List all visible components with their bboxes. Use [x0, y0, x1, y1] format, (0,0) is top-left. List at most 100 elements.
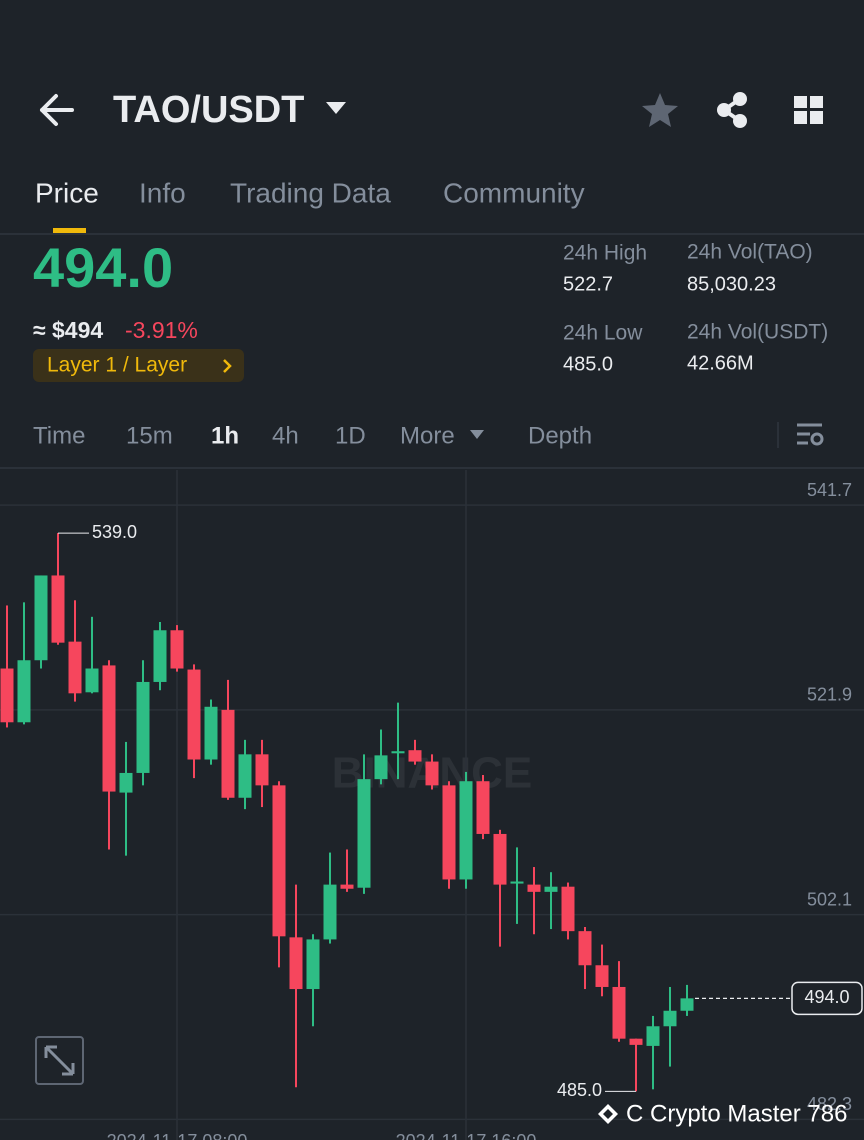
candle-body	[663, 1010, 677, 1027]
x-tick-label: 2024-11-17 08:00	[107, 1131, 248, 1140]
low-marker-label: 485.0	[557, 1080, 602, 1100]
favorite-icon[interactable]	[642, 93, 678, 127]
last-price-box	[791, 981, 863, 1016]
interval-tab[interactable]: 4h	[272, 422, 299, 449]
expand-button[interactable]	[35, 1036, 84, 1085]
grid-menu-icon[interactable]	[794, 96, 823, 124]
candle-body	[561, 886, 575, 932]
candle-body	[391, 751, 405, 754]
pair-title[interactable]: TAO/USDT	[113, 89, 304, 131]
candle-body	[102, 665, 116, 792]
overlay-logo	[598, 1104, 618, 1124]
share-dot	[717, 103, 731, 117]
interval-tab[interactable]: 1h	[211, 422, 239, 449]
candle-body	[17, 660, 31, 723]
candle-body	[187, 669, 201, 760]
icon-gear	[810, 432, 824, 446]
menu-cell	[810, 96, 823, 108]
stat-label: 24h Low	[563, 322, 643, 345]
tab[interactable]: Community	[443, 177, 585, 208]
candle-body	[442, 785, 456, 880]
candle-body	[578, 931, 592, 966]
menu-cell	[810, 111, 823, 124]
candle-body	[374, 755, 388, 780]
overlay-mark: C Crypto Master 786	[598, 1100, 847, 1127]
high-marker-label: 539.0	[92, 522, 137, 542]
candle-body	[51, 575, 65, 643]
share-dot	[733, 114, 747, 128]
candle-body	[629, 1038, 643, 1045]
candle-body	[255, 754, 269, 786]
stat-label: 24h Vol(TAO)	[687, 241, 813, 264]
y-tick-label: 521.9	[807, 685, 852, 705]
tab[interactable]: Info	[139, 177, 186, 208]
interval-tab[interactable]: More	[400, 422, 455, 449]
candle-body	[170, 630, 184, 669]
interval-tab[interactable]: Depth	[528, 422, 592, 449]
more-caret	[470, 430, 484, 439]
price-change: -3.91%	[125, 317, 198, 343]
y-tick-label: 482.3	[807, 1094, 852, 1114]
candle-body	[204, 706, 218, 760]
fiat-price: ≈ $494	[33, 317, 103, 343]
tag-chevron	[223, 359, 232, 373]
pair-dropdown[interactable]	[326, 102, 346, 114]
interval-tab[interactable]: 15m	[126, 422, 173, 449]
candle-body	[459, 781, 473, 880]
overlay-text: C Crypto Master 786	[626, 1100, 847, 1127]
share-dot	[733, 92, 747, 106]
stat-label: 24h High	[563, 242, 647, 265]
candle-body	[0, 668, 14, 723]
candle-body	[68, 641, 82, 694]
candle-body	[357, 779, 371, 888]
candle-body	[510, 881, 524, 884]
candle-body	[646, 1026, 660, 1046]
tab[interactable]: Price	[35, 177, 99, 208]
candle-body	[476, 781, 490, 834]
candle-body	[272, 785, 286, 937]
x-tick-label: 2024-11-17 16:00	[396, 1131, 537, 1140]
tag-text[interactable]: Layer 1 / Layer	[47, 354, 187, 377]
tag-badge[interactable]	[33, 349, 244, 382]
last-price: 494.0	[33, 236, 173, 299]
candle-body	[612, 986, 626, 1039]
candle-body	[595, 965, 609, 987]
stat-value: 85,030.23	[687, 273, 776, 295]
candle-body	[85, 668, 99, 693]
candle-body	[527, 884, 541, 892]
menu-cell	[794, 96, 807, 108]
y-tick-label: 541.7	[807, 480, 852, 500]
expand-arrows	[44, 1045, 75, 1076]
candle-body	[340, 884, 354, 889]
interval-tab[interactable]: 1D	[335, 422, 366, 449]
stat-value: 485.0	[563, 353, 613, 375]
candle-body	[493, 833, 507, 885]
candle-body	[408, 750, 422, 762]
candle-body	[680, 998, 694, 1011]
candle-body	[221, 709, 235, 798]
tab[interactable]: Trading Data	[230, 177, 391, 208]
share-icon[interactable]	[717, 92, 747, 128]
stat-value: 522.7	[563, 273, 613, 295]
y-tick-label: 502.1	[807, 889, 852, 909]
candle-body	[306, 939, 320, 990]
chart-settings-icon[interactable]	[797, 423, 824, 446]
candle-body	[136, 681, 150, 773]
stat-label: 24h Vol(USDT)	[687, 321, 828, 344]
back-button[interactable]	[40, 94, 74, 126]
candle-body	[323, 884, 337, 940]
last-price-label: 494.0	[804, 987, 849, 1007]
candle-body	[119, 772, 133, 793]
menu-cell	[794, 111, 807, 124]
candle-body	[238, 754, 252, 798]
tab-indicator	[53, 228, 86, 233]
candle-body	[544, 886, 558, 892]
candle-body	[425, 761, 439, 786]
candle-body	[34, 575, 48, 661]
interval-tab[interactable]: Time	[33, 422, 85, 449]
candle-body	[153, 630, 167, 682]
